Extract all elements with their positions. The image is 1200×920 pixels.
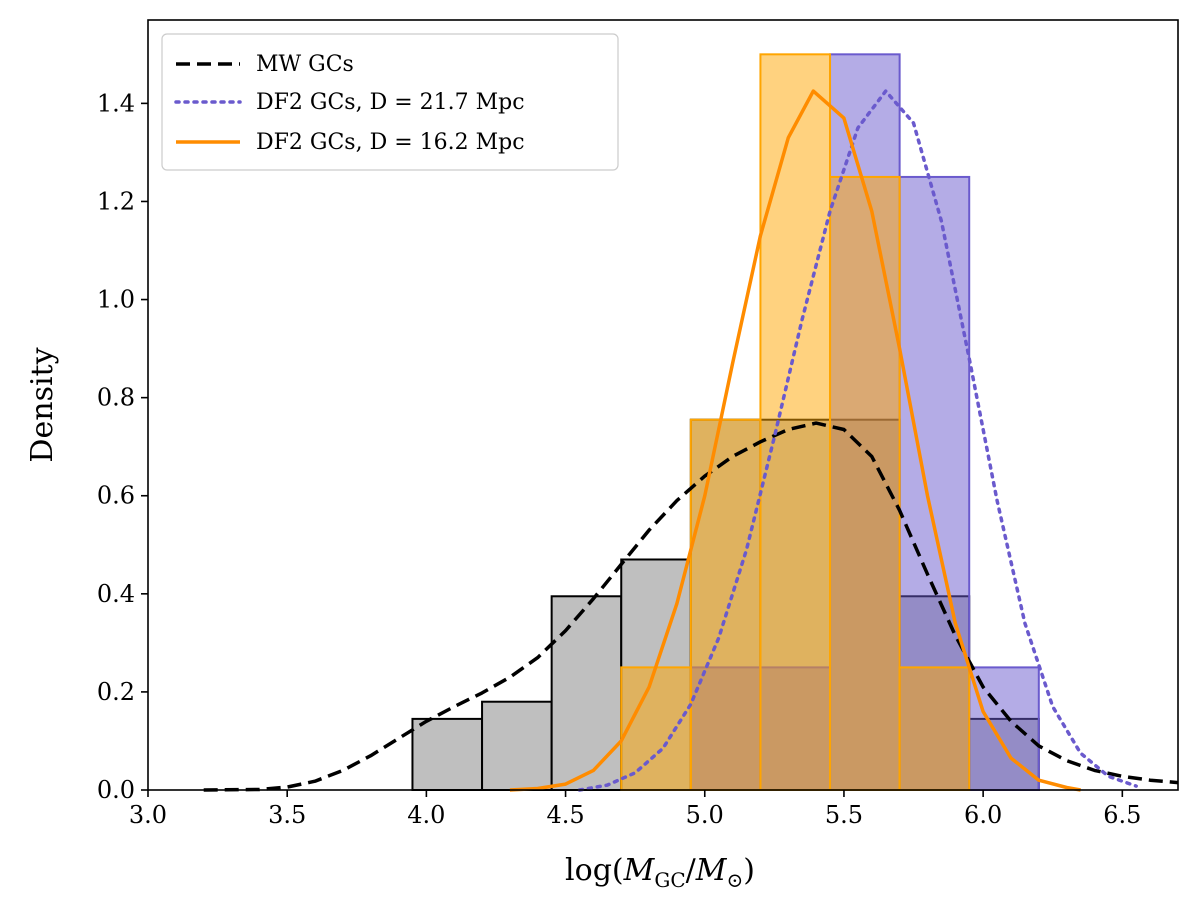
y-tick-label-4: 0.8 <box>97 384 135 412</box>
y-tick-label-1: 0.2 <box>97 678 135 706</box>
x-tick-label-6: 6.0 <box>964 801 1002 829</box>
legend-label-df2-16: DF2 GCs, D = 16.2 Mpc <box>256 130 525 155</box>
hist-bar-0-1 <box>481 700 553 791</box>
x-tick-label-2: 4.0 <box>407 801 445 829</box>
density-curve-2 <box>509 89 1081 792</box>
hist-bar-2-4 <box>898 666 971 792</box>
hist-bar-2-0 <box>620 666 692 792</box>
y-tick-label-6: 1.2 <box>97 187 135 215</box>
hist-bar-0-2 <box>550 595 623 791</box>
density-curve-1 <box>577 89 1138 792</box>
hist-bar-2-1 <box>689 418 762 791</box>
y-tick-label-5: 1.0 <box>97 286 135 314</box>
y-tick-label-2: 0.4 <box>97 580 135 608</box>
y-axis-title: Density <box>25 347 60 462</box>
x-tick-label-4: 5.0 <box>686 801 724 829</box>
density-curve-0 <box>203 421 1179 792</box>
y-tick-label-7: 1.4 <box>97 89 135 117</box>
x-tick-label-5: 5.5 <box>825 801 863 829</box>
x-axis-title: log(MGC/M⊙) <box>565 853 755 892</box>
legend: MW GCs DF2 GCs, D = 21.7 Mpc DF2 GCs, D … <box>161 33 619 171</box>
histogram-bars <box>411 53 1040 792</box>
density-curves <box>203 89 1179 792</box>
x-tick-label-3: 4.5 <box>546 801 584 829</box>
legend-label-df2-21: DF2 GCs, D = 21.7 Mpc <box>256 90 525 115</box>
legend-label-mw: MW GCs <box>256 52 354 77</box>
y-tick-label-0: 0.0 <box>97 776 135 804</box>
hist-bar-2-3 <box>829 175 901 791</box>
x-tick-label-0: 3.0 <box>129 801 167 829</box>
plot-frame <box>147 19 1179 791</box>
x-tick-label-1: 3.5 <box>268 801 306 829</box>
axis-ticks: 3.0 3.5 4.0 4.5 5.0 5.5 6.0 6.5 0.0 0.2 0.4 0.6 0.8 1… <box>97 89 1142 829</box>
legend-box <box>161 33 619 171</box>
x-tick-label-7: 6.5 <box>1103 801 1141 829</box>
hist-bar-0-0 <box>411 717 484 792</box>
y-tick-label-3: 0.6 <box>97 482 135 510</box>
